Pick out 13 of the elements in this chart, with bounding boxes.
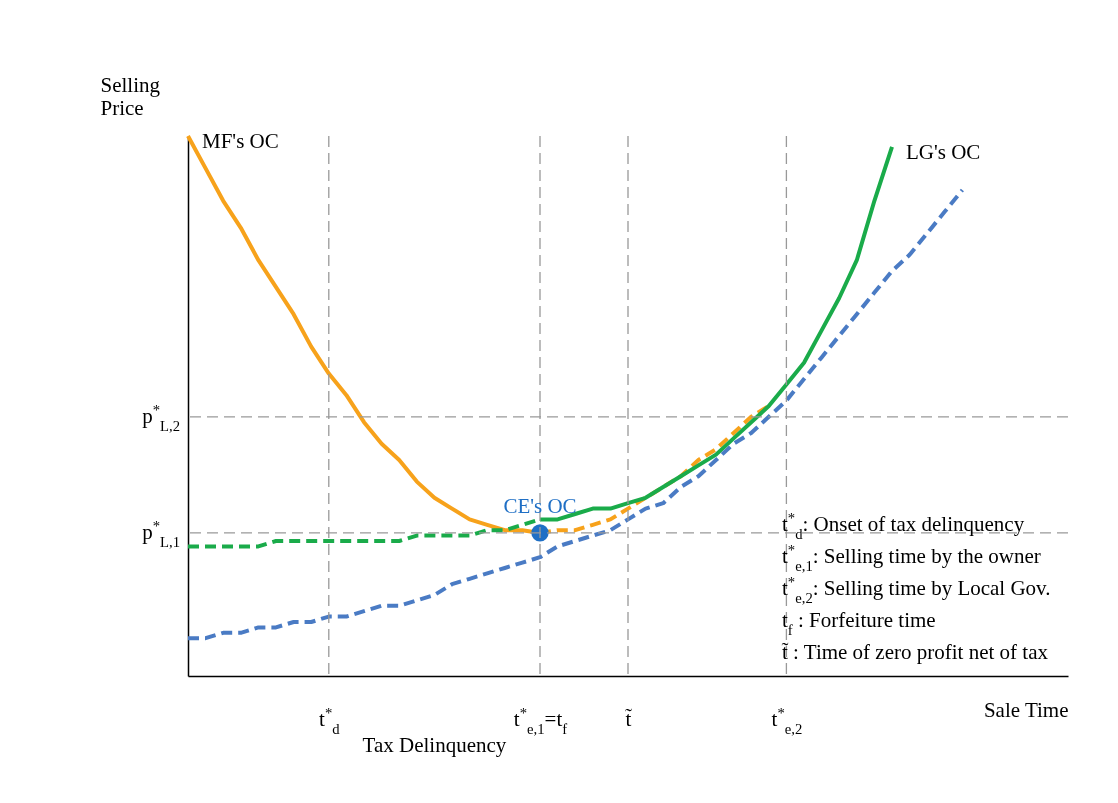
series-label: MF's OC [202, 129, 279, 153]
annotation: t$^{*}$$_{e,2}$: Selling time by Local Gov. [782, 573, 1051, 606]
annotation: t$^{*}$$_{e,1}$: Selling time by the owner [782, 541, 1041, 574]
x-tick-label: t̃ [625, 706, 633, 731]
series-label: CE's OC [503, 493, 577, 518]
annotation: t$_{f}$ : Forfeiture time [782, 607, 936, 638]
annotation: t$^{*}$$_{d}$: Onset of tax delinquency [782, 509, 1025, 542]
y-axis-title: Selling Price [100, 72, 161, 120]
annotation: t̃ : Time of zero profit net of tax [781, 639, 1049, 664]
series-label: LG's OC [906, 139, 981, 164]
x-tick-label: t$^{*}$$_{e,1}$=t$_{f}$ [513, 704, 568, 737]
text: Tax Delinquency [362, 733, 507, 757]
x-axis-title: Sale Time [983, 697, 1069, 722]
